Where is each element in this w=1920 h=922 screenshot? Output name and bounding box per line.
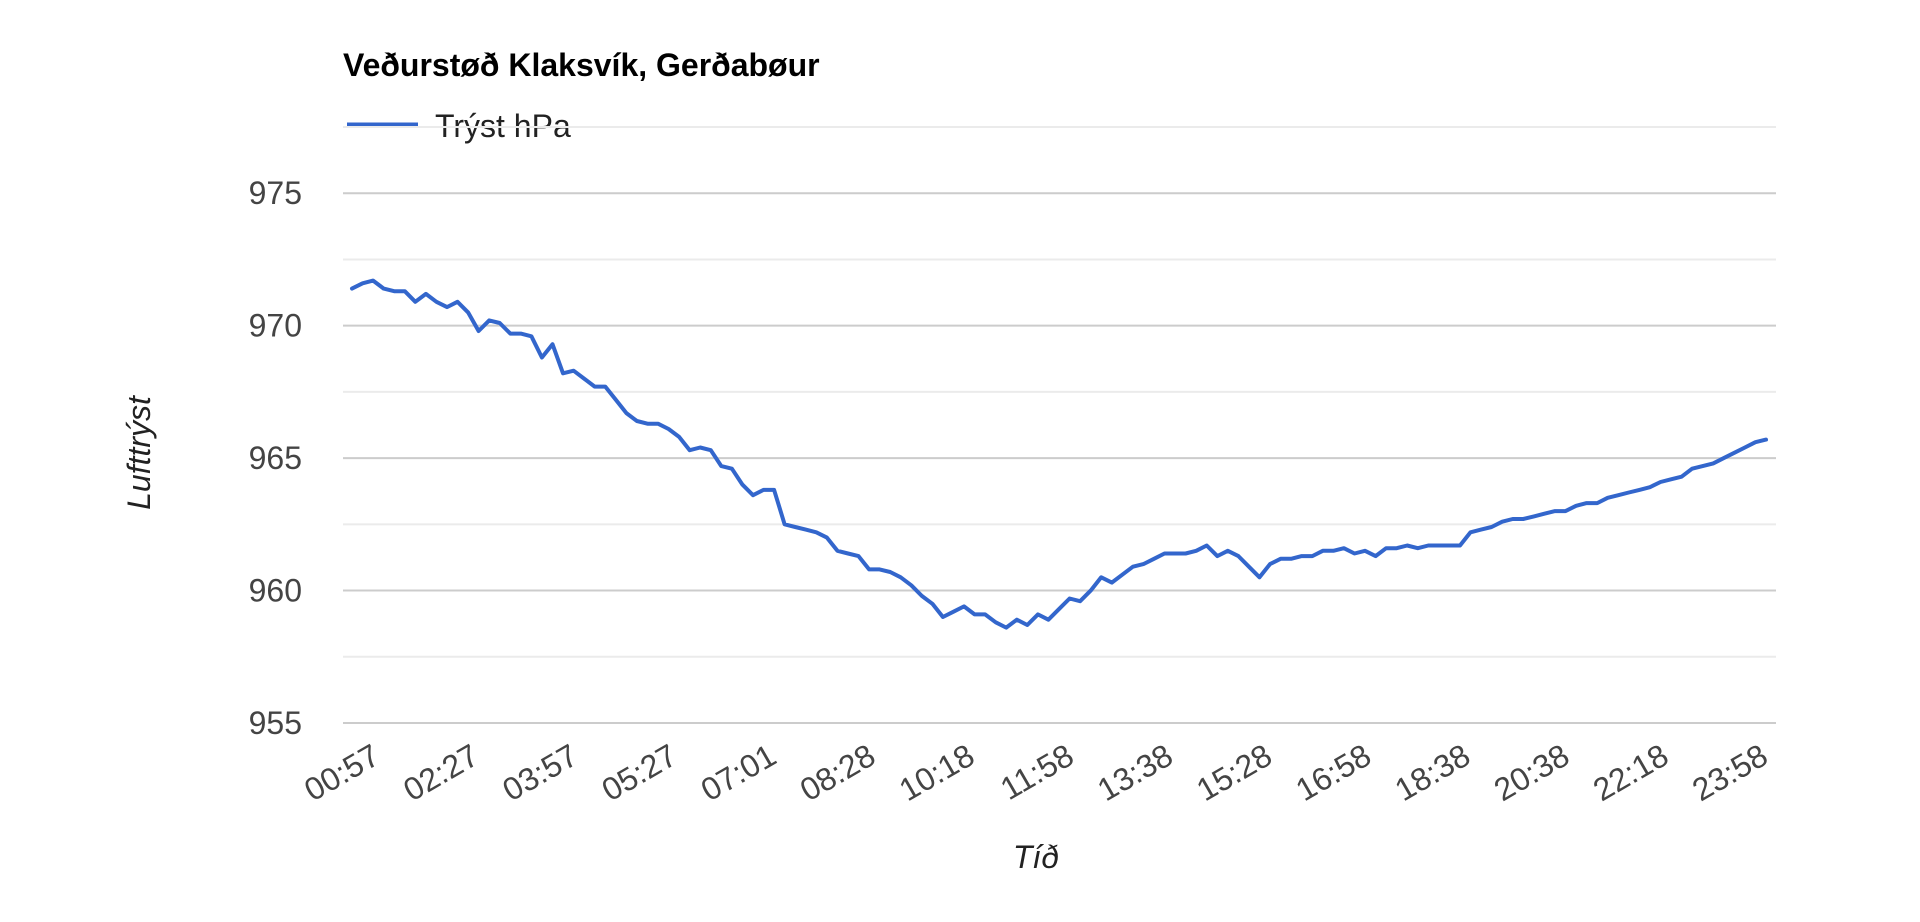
x-tick-label: 18:38 bbox=[1389, 737, 1476, 808]
series-line-trýst-hpa bbox=[350, 278, 1768, 630]
major-gridlines bbox=[343, 192, 1776, 724]
y-axis-title: Lufttrýst bbox=[121, 395, 157, 510]
x-tick-label: 11:58 bbox=[994, 737, 1079, 807]
x-tick-label: 00:57 bbox=[298, 737, 385, 808]
y-tick-label: 965 bbox=[249, 440, 302, 476]
x-tick-label: 02:27 bbox=[397, 737, 484, 808]
chart-title: Veðurstøð Klaksvík, Gerðabøur bbox=[343, 47, 820, 83]
x-tick-label: 07:01 bbox=[695, 737, 782, 808]
x-tick-label: 22:18 bbox=[1587, 737, 1674, 808]
x-tick-label: 16:58 bbox=[1290, 737, 1377, 808]
x-tick-label: 10:18 bbox=[893, 737, 980, 808]
x-tick-label: 03:57 bbox=[496, 737, 583, 808]
y-tick-label: 960 bbox=[249, 573, 302, 609]
y-tick-label: 970 bbox=[249, 308, 302, 344]
x-tick-label: 15:28 bbox=[1190, 737, 1277, 808]
series-layer bbox=[350, 278, 1768, 630]
minor-gridlines bbox=[343, 126, 1776, 658]
y-tick-label: 975 bbox=[249, 175, 302, 211]
x-tick-label: 20:38 bbox=[1488, 737, 1575, 808]
y-tick-label: 955 bbox=[249, 705, 302, 741]
x-tick-label: 23:58 bbox=[1686, 737, 1773, 808]
x-tick-label: 05:27 bbox=[596, 737, 683, 808]
x-axis-tick-labels: 00:57 02:27 03:57 05:27 07:01 08:28 10:18 11:58… bbox=[298, 737, 1773, 808]
x-tick-label: 08:28 bbox=[794, 737, 881, 808]
x-axis-title: Tíð bbox=[1013, 839, 1059, 875]
y-axis-tick-labels: 955 960 965 970 975 bbox=[249, 175, 302, 741]
x-tick-label: 13:38 bbox=[1091, 737, 1178, 808]
